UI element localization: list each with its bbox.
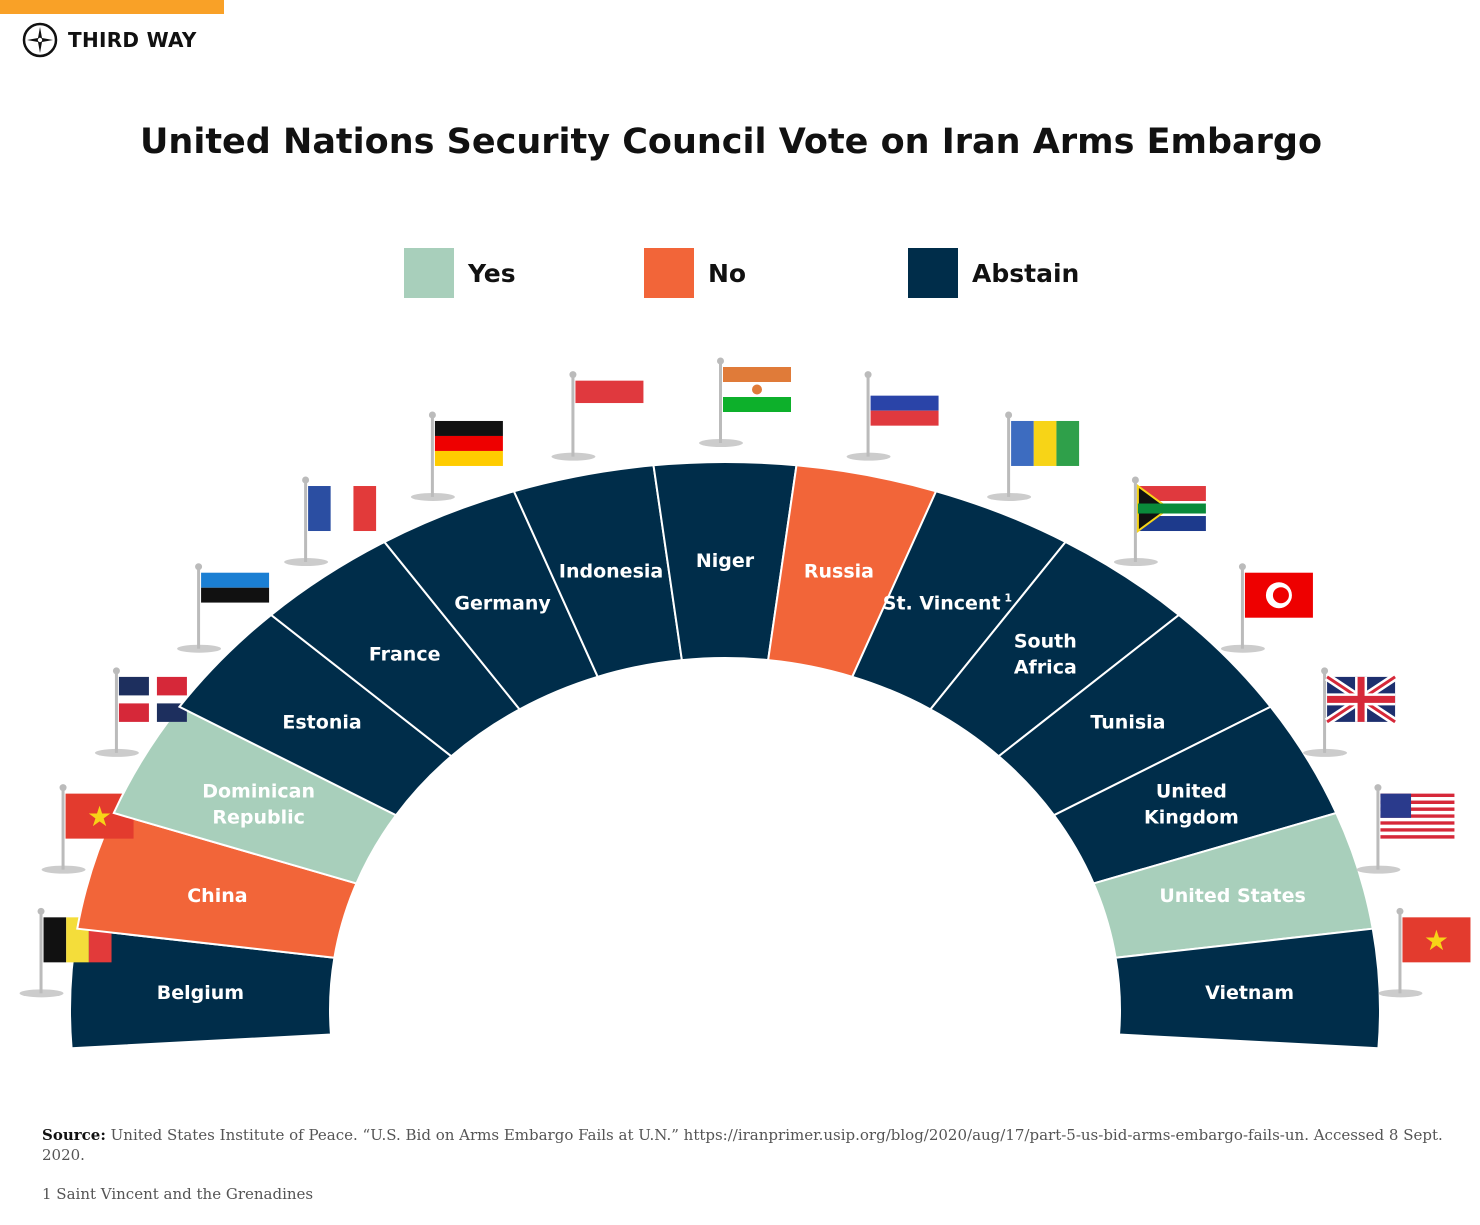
source-label: Source: (42, 1126, 106, 1144)
brand-name: THIRD WAY (68, 28, 197, 52)
chart-title: United Nations Security Council Vote on … (139, 122, 1323, 162)
seat-label: Dominican Republic (202, 780, 315, 828)
legend-label-no: No (708, 258, 747, 288)
seat-label: Estonia (282, 712, 361, 734)
footnote: 1 Saint Vincent and the Grenadines (42, 1185, 314, 1203)
seat-niger: Niger (652, 357, 798, 662)
seat-label: Belgium (157, 982, 244, 1004)
seat-estonia: Estonia (177, 563, 453, 817)
seat-south-africa: South Africa (928, 476, 1206, 758)
flag-icon (1356, 784, 1455, 874)
seat-label: Russia (804, 561, 874, 583)
seat-label: Indonesia (559, 561, 663, 583)
flag-icon (177, 563, 270, 653)
flag-icon (410, 411, 503, 501)
legend-label-yes: Yes (468, 258, 516, 288)
seat-united-states: United States (1092, 784, 1455, 959)
flag-icon (1220, 563, 1313, 653)
flag-icon (94, 667, 187, 757)
seat-label: Tunisia (1090, 712, 1165, 734)
source-note: Source: United States Institute of Peace… (42, 1125, 1452, 1165)
seat-indonesia: Indonesia (512, 371, 684, 678)
legend-swatch-no (644, 248, 694, 298)
seat-united-kingdom: United Kingdom (1052, 667, 1398, 885)
seat-label: Niger (696, 550, 755, 572)
logo: THIRD WAY (22, 22, 197, 58)
seat-label: China (187, 885, 247, 907)
seat-label: St. Vincent 1 (883, 591, 1012, 614)
brand-accent-bar (0, 0, 224, 14)
compass-star-icon (22, 22, 58, 58)
flag-icon (284, 476, 377, 567)
seat-label: South Africa (1014, 630, 1077, 678)
flag-icon (699, 357, 791, 447)
legend-swatch-abstain (908, 248, 958, 298)
flag-icon: ★ (1378, 907, 1471, 998)
seat-segment (1114, 927, 1381, 1050)
svg-text:★: ★ (87, 800, 112, 833)
flag-icon (987, 411, 1080, 501)
svg-text:★: ★ (1424, 924, 1449, 957)
legend-swatch-yes (404, 248, 454, 298)
seat-label: France (369, 643, 441, 665)
seat-dominican-republic: Dominican Republic (94, 667, 398, 885)
seat-label: United States (1159, 885, 1306, 907)
legend-abstain: Abstain (908, 248, 1079, 298)
seat-label: United Kingdom (1144, 780, 1239, 828)
seat-vietnam: Vietnam ★ (1114, 907, 1471, 1050)
legend-yes: Yes (404, 248, 516, 298)
semicircle-vote-chart: Belgium China ★ Dominican Republic Estonia Fra… (19, 357, 1471, 1050)
flag-icon (1303, 667, 1398, 757)
legend-no: No (644, 248, 746, 298)
flag-icon (551, 371, 644, 461)
legend-label-abstain: Abstain (972, 258, 1080, 288)
seat-russia: Russia (766, 371, 939, 678)
seat-label: Vietnam (1205, 982, 1294, 1004)
flag-icon (1113, 476, 1206, 567)
source-text: United States Institute of Peace. “U.S. … (42, 1126, 1443, 1164)
seat-st-vincent: St. Vincent 1 (850, 411, 1080, 711)
seat-label: Germany (454, 592, 551, 614)
flag-icon (846, 371, 939, 461)
